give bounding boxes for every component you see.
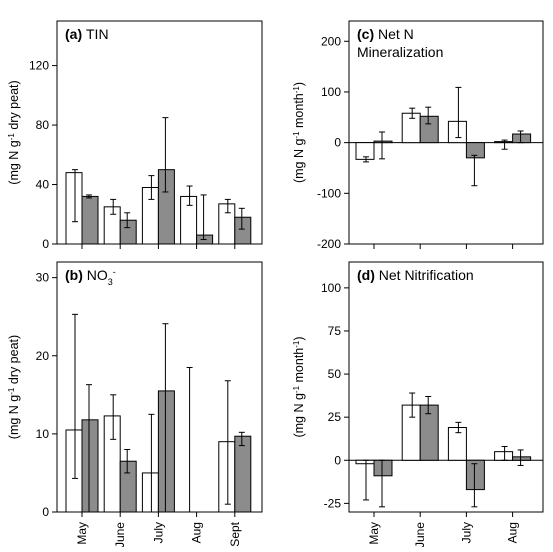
y-tick-label: -100 — [317, 186, 341, 200]
y-tick-label: 120 — [29, 59, 49, 73]
y-tick-label: 50 — [328, 367, 342, 381]
y-tick-label: -25 — [324, 496, 342, 510]
bar-b-june-grey — [119, 460, 137, 513]
bar-b-june-white — [103, 415, 121, 513]
bar-c-aug-grey — [512, 133, 532, 144]
x-category-label: June — [113, 522, 127, 547]
panel-b: 0 10 20 30 (mg N g-1 dry peat) (b) NO3- May Jun… — [7, 261, 263, 548]
y-tick-label: 25 — [328, 410, 342, 424]
bar-c-june-grey — [419, 115, 439, 144]
bar-d-aug-grey — [512, 456, 532, 461]
bar-d-aug-white — [494, 451, 514, 461]
bar-d-july-grey — [465, 459, 485, 491]
y-tick-label: 80 — [36, 118, 50, 132]
bar-c-july-grey — [465, 142, 485, 159]
bar-d-may-white — [355, 459, 375, 465]
y-tick-label: 75 — [328, 324, 342, 338]
panel-title: (d) Net Nitrification — [357, 267, 474, 283]
y-tick-label: 0 — [334, 136, 341, 150]
y-tick-label: 20 — [36, 349, 50, 363]
x-category-label: May — [367, 522, 381, 545]
panel-title: (b) NO3- — [65, 267, 116, 287]
bar-b-july-grey — [157, 390, 175, 513]
y-axis-label: (mg N g-1 month-1) — [292, 336, 307, 437]
y-tick-label: -200 — [317, 237, 341, 251]
y-axis-label: (mg N g-1 month-1) — [292, 82, 307, 183]
x-category-label: Aug — [506, 522, 520, 543]
plot-frame — [348, 261, 544, 513]
bar-b-sept-grey — [234, 435, 252, 513]
bar-c-aug-white — [494, 141, 514, 144]
y-tick-label: 0 — [42, 237, 49, 251]
bar-a-july-grey — [157, 169, 175, 245]
bar-c-july-white — [447, 120, 467, 144]
plot-frame — [348, 20, 544, 245]
y-tick-label: 100 — [321, 85, 341, 99]
y-tick-label: 0 — [334, 453, 341, 467]
bar-d-june-grey — [419, 404, 439, 461]
x-category-label: June — [413, 522, 427, 547]
y-axis-label: (mg N g-1 dry peat) — [7, 335, 22, 439]
x-category-label: July — [151, 522, 165, 543]
bar-a-june-grey — [119, 219, 137, 245]
bar-a-may-white — [65, 172, 83, 245]
bar-a-may-grey — [81, 195, 99, 245]
bar-c-may-white — [355, 142, 375, 160]
bar-d-july-white — [447, 427, 467, 461]
panel-a: 0 40 80 120 (mg N g-1 dry peat) (a) TIN — [7, 20, 263, 251]
y-axis-label: (mg N g-1 dry peat) — [7, 80, 22, 184]
bar-a-june-white — [103, 206, 121, 245]
x-category-label: July — [459, 522, 473, 543]
y-tick-label: 30 — [36, 271, 50, 285]
panel-title: (c) Net N — [357, 26, 414, 42]
y-tick-label: 0 — [42, 505, 49, 519]
y-tick-label: 10 — [36, 427, 50, 441]
bar-a-sept-white — [218, 203, 236, 245]
x-category-label: Sept — [228, 521, 242, 546]
y-tick-label: 200 — [321, 34, 341, 48]
y-tick-label: 100 — [321, 281, 341, 295]
bar-c-may-grey — [373, 140, 393, 144]
y-tick-label: 40 — [36, 178, 50, 192]
bar-a-sept-grey — [234, 216, 252, 245]
panel-c: -200 -100 0 100 200 (mg N g-1 month-1) (c) Net… — [292, 20, 544, 251]
bar-b-july-white — [141, 472, 159, 513]
panel-d: -25 0 25 50 75 100 (mg N g-1 month-1) (d) Net N… — [292, 261, 544, 548]
bar-b-may-white — [65, 429, 83, 513]
bar-b-sept-white — [218, 441, 236, 513]
bar-a-july-white — [141, 187, 159, 245]
bar-d-june-white — [401, 404, 421, 461]
bar-b-may-grey — [81, 419, 99, 513]
panel-title-line2: Mineralization — [357, 44, 443, 60]
x-category-label: Aug — [190, 522, 204, 543]
x-category-label: May — [75, 522, 89, 545]
bar-d-may-grey — [373, 459, 393, 477]
bar-c-june-white — [401, 112, 421, 144]
panel-title: (a) TIN — [65, 26, 109, 42]
bar-a-aug-white — [180, 195, 198, 245]
